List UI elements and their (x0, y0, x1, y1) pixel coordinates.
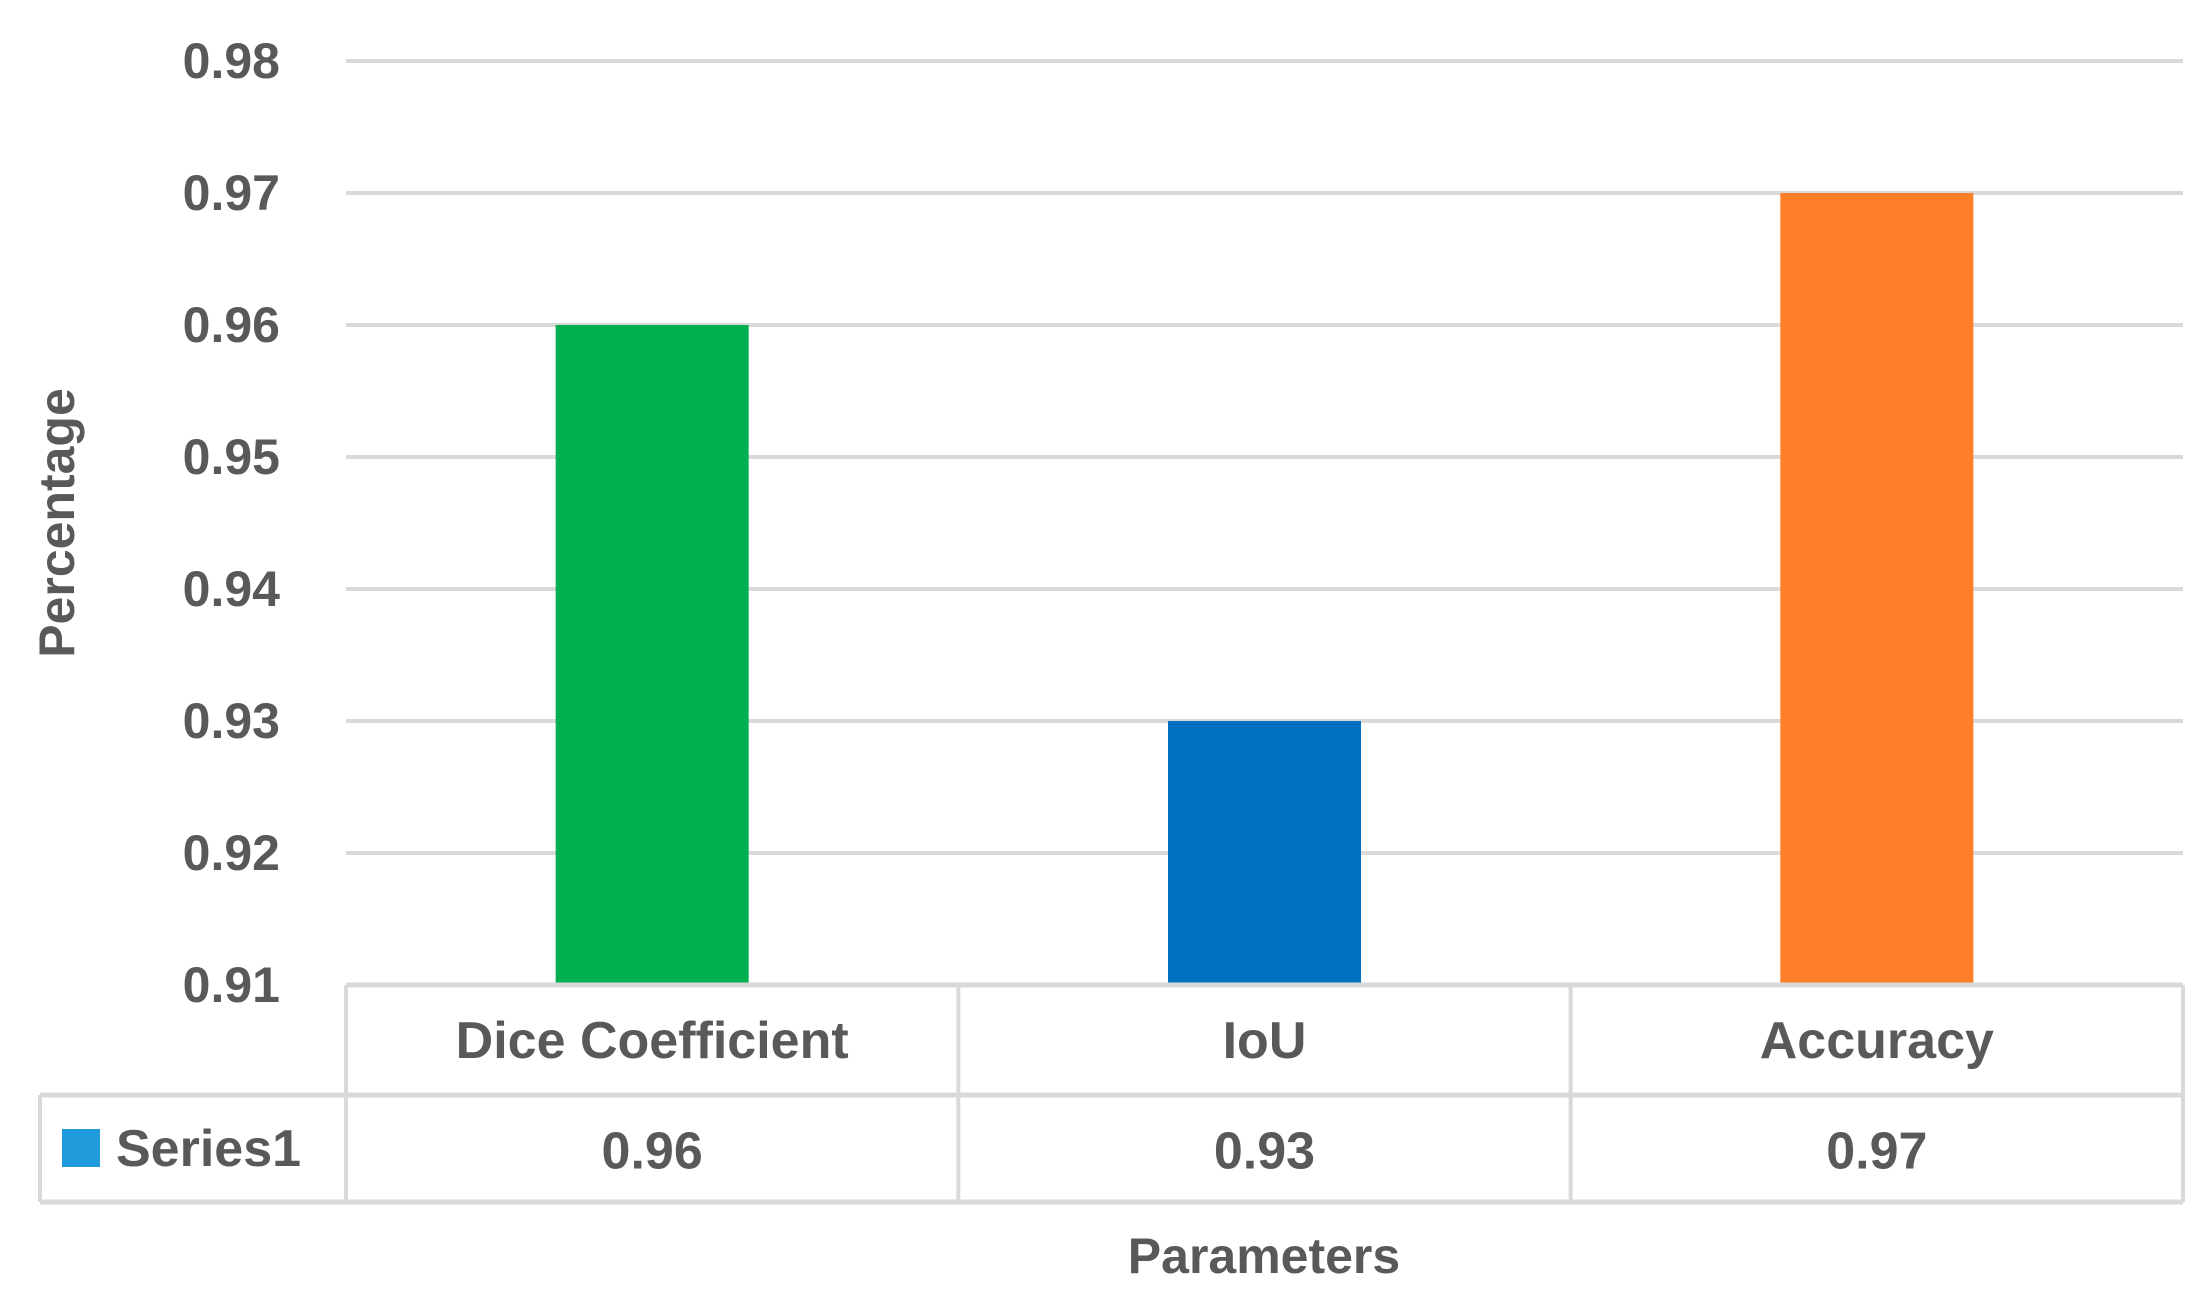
x-axis-label: Parameters (1128, 1228, 1400, 1284)
y-tick-label: 0.92 (183, 825, 280, 881)
y-tick-label: 0.95 (183, 429, 280, 485)
legend-swatch (62, 1129, 100, 1167)
data-label: 0.96 (602, 1123, 703, 1181)
y-tick-label: 0.97 (183, 165, 280, 221)
data-label: 0.93 (1214, 1123, 1315, 1181)
bars (555, 193, 1974, 985)
category-label: Accuracy (1760, 1012, 1994, 1070)
y-tick-labels: 0.98 0.97 0.96 0.95 0.94 0.93 0.92 0.91 (183, 33, 281, 1013)
y-tick-label: 0.96 (183, 297, 280, 353)
y-tick-label: 0.91 (183, 957, 280, 1013)
y-axis-label: Percentage (29, 388, 85, 658)
y-tick-label: 0.94 (183, 561, 281, 617)
bar-dice-coefficient (555, 325, 749, 985)
legend-label: Series1 (116, 1120, 301, 1178)
category-label: IoU (1223, 1012, 1307, 1070)
y-tick-label: 0.98 (183, 33, 280, 89)
bar-accuracy (1780, 193, 1974, 985)
data-label: 0.97 (1826, 1123, 1927, 1181)
data-table: Dice Coefficient 0.96 IoU 0.93 Accuracy 0.97 S… (38, 982, 2185, 1205)
category-label: Dice Coefficient (456, 1012, 849, 1070)
bar-iou (1168, 721, 1361, 985)
y-tick-label: 0.93 (183, 693, 280, 749)
